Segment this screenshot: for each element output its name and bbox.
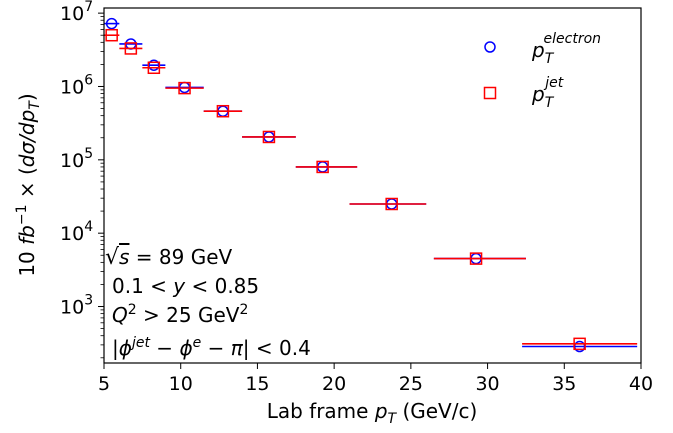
legend-entry-jet: pTjet — [483, 75, 564, 111]
sqrt-sign: √ — [105, 245, 120, 270]
data-point-square — [469, 252, 483, 265]
data-point-circle — [105, 17, 118, 30]
legend-entry-electron: pTelectron — [484, 31, 601, 67]
x-axis-title: Lab frame pT (GeV/c) — [267, 399, 478, 427]
data-point-square — [178, 81, 191, 95]
annotation-sqrt-s: √s = 89 GeV — [105, 245, 233, 270]
data-point-square — [216, 104, 230, 118]
legend-marker-circle — [484, 41, 496, 53]
legend-label-electron: pTelectron — [531, 31, 601, 67]
y-tick-label: 103 — [60, 293, 93, 319]
annotation-block: √s = 89 GeV 0.1 < y < 0.85 Q2 > 25 GeV2 … — [105, 245, 311, 360]
data-point-square — [316, 160, 329, 174]
series-electron — [104, 17, 638, 353]
legend-marker-square — [483, 86, 497, 100]
data-marks — [104, 17, 638, 353]
y-axis-title: 10 fb−1 × (dσ/dpT) — [14, 93, 43, 276]
data-point-square — [385, 197, 398, 211]
x-tick-label: 40 — [629, 373, 653, 395]
x-tick-label: 25 — [399, 373, 423, 395]
x-tick-label: 35 — [552, 373, 576, 395]
x-tick-label: 15 — [245, 373, 269, 395]
annotation-phi-cut: |ϕjet − ϕe − π| < 0.4 — [112, 335, 311, 360]
x-tick-label: 10 — [169, 373, 193, 395]
series-jet — [104, 28, 638, 351]
data-point-square — [147, 61, 161, 75]
y-tick-label: 104 — [60, 219, 93, 245]
x-tick-label: 20 — [322, 373, 346, 395]
data-point-square — [262, 130, 276, 144]
data-point-square — [105, 28, 118, 42]
y-tick-label: 107 — [60, 0, 93, 25]
plot-frame — [103, 7, 642, 364]
x-tick-label: 5 — [98, 373, 110, 395]
axis-ticks: 5 10 15 20 25 30 35 40 103 104 105 106 107 — [60, 0, 653, 395]
legend: pTelectron pTjet — [483, 31, 601, 111]
annotation-y-range: 0.1 < y < 0.85 — [112, 274, 259, 298]
data-point-square — [124, 42, 138, 55]
annotation-q2: Q2 > 25 GeV2 — [112, 302, 248, 327]
y-tick-label: 105 — [60, 146, 93, 172]
legend-label-jet: pTjet — [531, 75, 564, 111]
y-tick-label: 106 — [60, 72, 93, 98]
data-point-square — [573, 337, 586, 351]
x-tick-label: 30 — [475, 373, 499, 395]
